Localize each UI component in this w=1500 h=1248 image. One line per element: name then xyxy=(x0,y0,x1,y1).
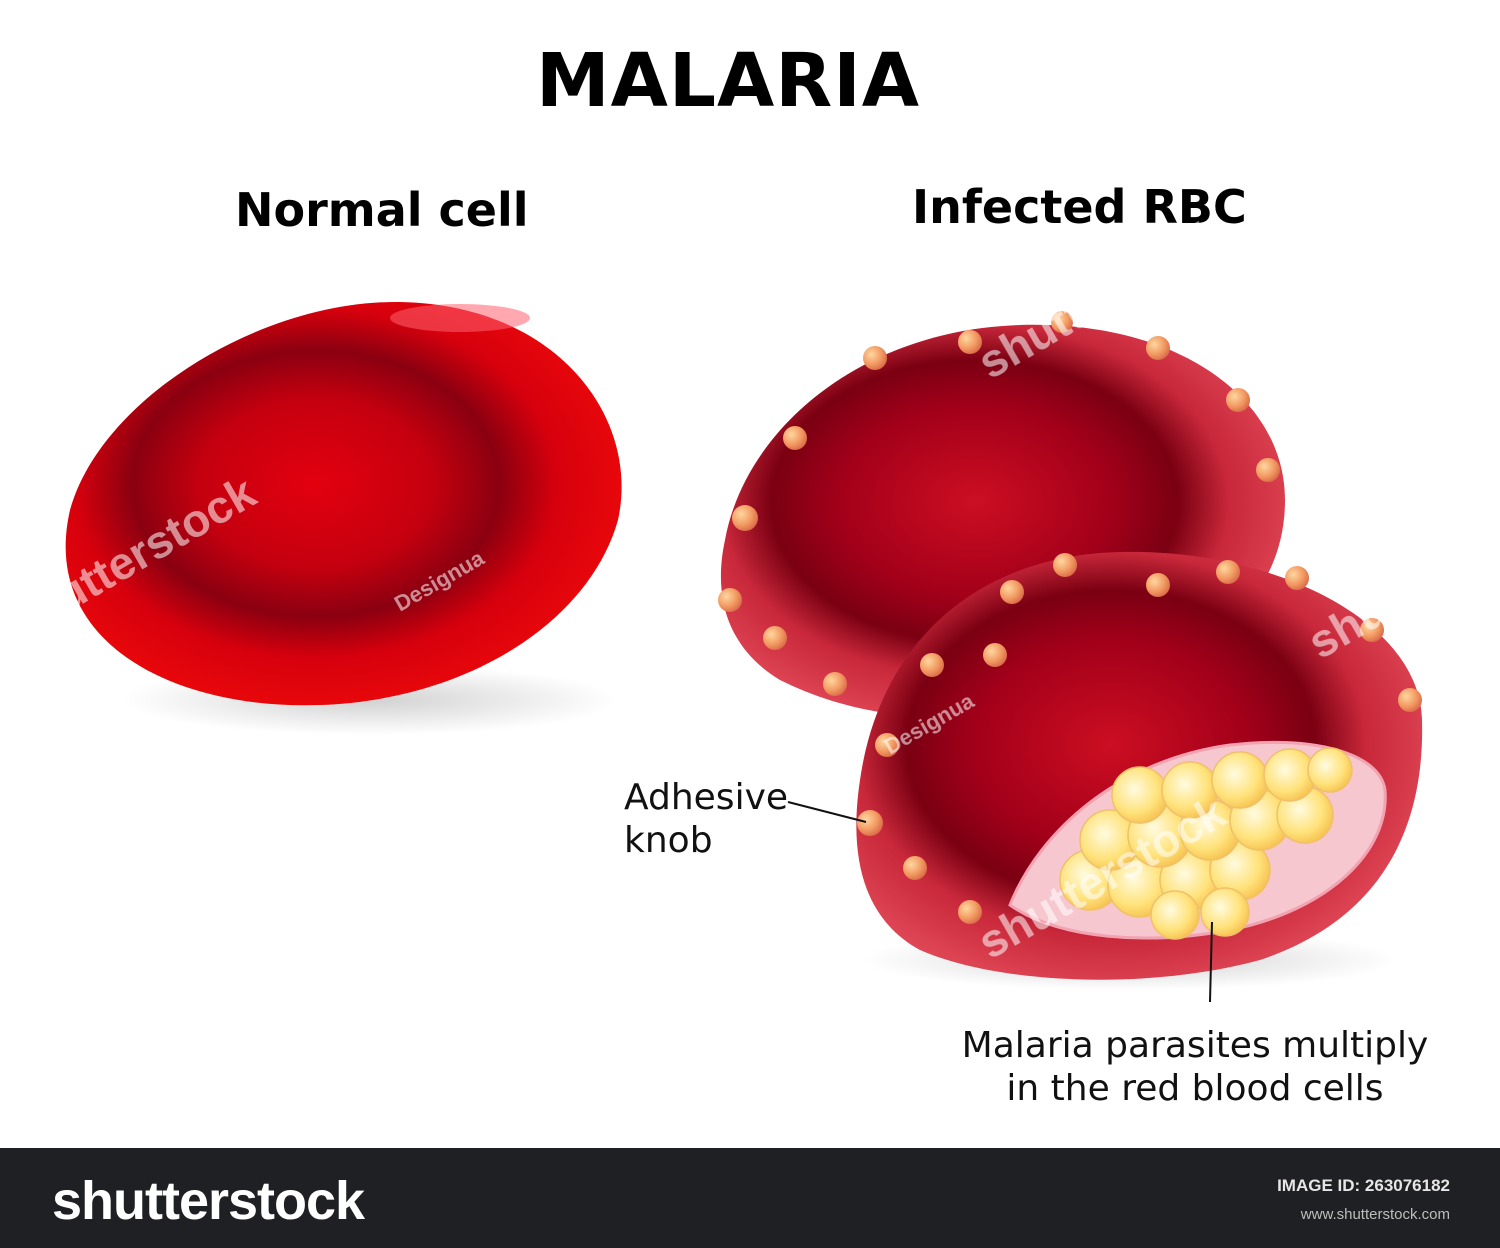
adhesive-knob-label: Adhesive knob xyxy=(624,776,788,862)
image-id-value: 263076182 xyxy=(1364,1176,1450,1195)
adhesive-knobs-front xyxy=(857,553,1422,924)
page-title: MALARIA xyxy=(535,38,921,124)
malaria-parasites xyxy=(1059,747,1353,940)
parasite-leader xyxy=(1209,921,1213,1003)
cells-illustration: shutterstock shutterstock shutterstock s… xyxy=(65,301,1500,1003)
adhesive-knob-label-line-1: Adhesive xyxy=(624,777,789,818)
parasites-label: Malaria parasites multiply in the red bl… xyxy=(960,1024,1430,1110)
adhesive-knob-leader xyxy=(787,801,867,823)
image-id-label: IMAGE ID: xyxy=(1277,1176,1361,1195)
parasites-label-line-1: Malaria parasites multiply xyxy=(961,1025,1429,1066)
adhesive-knobs-back xyxy=(718,311,1280,696)
normal-cell-heading: Normal cell xyxy=(235,183,529,237)
footer-bar: shutterstock IMAGE ID: 263076182 www.shu… xyxy=(0,1148,1500,1248)
infected-red-blood-cell-front xyxy=(856,551,1423,990)
watermark-brand-4: shutterstock xyxy=(1299,485,1500,668)
normal-red-blood-cell xyxy=(65,301,622,735)
footer-brand-logo: shutterstock xyxy=(52,1171,365,1231)
adhesive-knob-label-line-2: knob xyxy=(624,820,713,861)
parasites-label-line-2: in the red blood cells xyxy=(1006,1068,1384,1109)
infected-rbc-heading: Infected RBC xyxy=(912,180,1247,234)
image-id: IMAGE ID: 263076182 xyxy=(1277,1176,1450,1196)
footer-url: www.shutterstock.com xyxy=(1300,1206,1450,1223)
